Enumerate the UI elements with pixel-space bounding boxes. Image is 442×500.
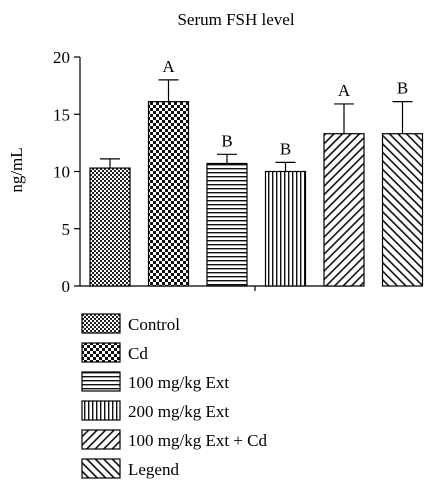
chart-title: Serum FSH level	[177, 10, 294, 29]
legend-label: Legend	[128, 460, 179, 479]
y-tick-label: 5	[62, 220, 71, 239]
bars: A B B A B	[89, 57, 424, 287]
bar	[89, 167, 131, 287]
significance-label: B	[221, 131, 232, 150]
legend-swatch	[81, 313, 121, 334]
legend-label: 100 mg/kg Ext	[128, 373, 229, 392]
y-axis-label: ng/mL	[7, 147, 26, 192]
legend-swatch	[81, 429, 121, 450]
legend-label: 200 mg/kg Ext	[128, 402, 229, 421]
significance-label: A	[162, 57, 175, 76]
bar	[264, 170, 307, 287]
legend-swatch	[81, 458, 121, 479]
legend-swatch	[81, 342, 121, 363]
y-tick-label: 10	[53, 163, 70, 182]
significance-label: B	[397, 79, 408, 98]
significance-label: A	[338, 81, 351, 100]
y-tick-label: 20	[53, 48, 70, 67]
legend: Control Cd 100 mg/kg Ext 200 mg/kg Ext 100 m…	[81, 313, 267, 479]
significance-label: B	[280, 139, 291, 158]
bar	[323, 133, 365, 287]
bar	[206, 162, 248, 287]
legend-label: Cd	[128, 344, 148, 363]
legend-swatch	[81, 371, 121, 392]
bar	[147, 101, 190, 287]
legend-swatch	[81, 400, 121, 421]
legend-label: Control	[128, 315, 180, 334]
legend-label: 100 mg/kg Ext + Cd	[128, 431, 267, 450]
y-tick-label: 15	[53, 105, 70, 124]
bar	[381, 133, 424, 287]
y-tick-label: 0	[62, 277, 71, 296]
